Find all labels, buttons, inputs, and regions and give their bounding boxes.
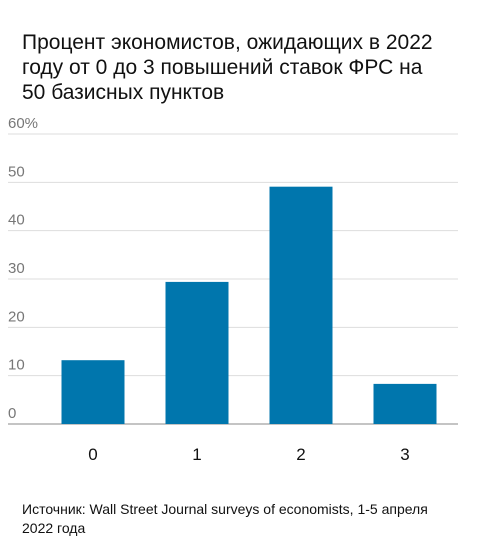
y-tick-label: 50 xyxy=(8,163,25,180)
x-tick-label: 0 xyxy=(88,445,97,464)
y-tick-label: 30 xyxy=(8,260,25,277)
y-tick-label: 20 xyxy=(8,308,25,325)
y-tick-label: 10 xyxy=(8,357,25,374)
y-tick-label: 60% xyxy=(8,115,38,132)
x-tick-label: 2 xyxy=(296,445,305,464)
bar xyxy=(269,186,333,424)
x-tick-label: 3 xyxy=(400,445,409,464)
y-tick-label: 40 xyxy=(8,212,25,229)
chart-title: Процент экономистов, ожидающих в 2022 го… xyxy=(22,31,433,104)
source-note: Источник: Wall Street Journal surveys of… xyxy=(22,501,428,536)
bar xyxy=(61,360,125,424)
bar xyxy=(373,383,437,424)
x-tick-label: 1 xyxy=(192,445,201,464)
y-tick-label: 0 xyxy=(8,405,16,422)
bar xyxy=(165,281,229,424)
